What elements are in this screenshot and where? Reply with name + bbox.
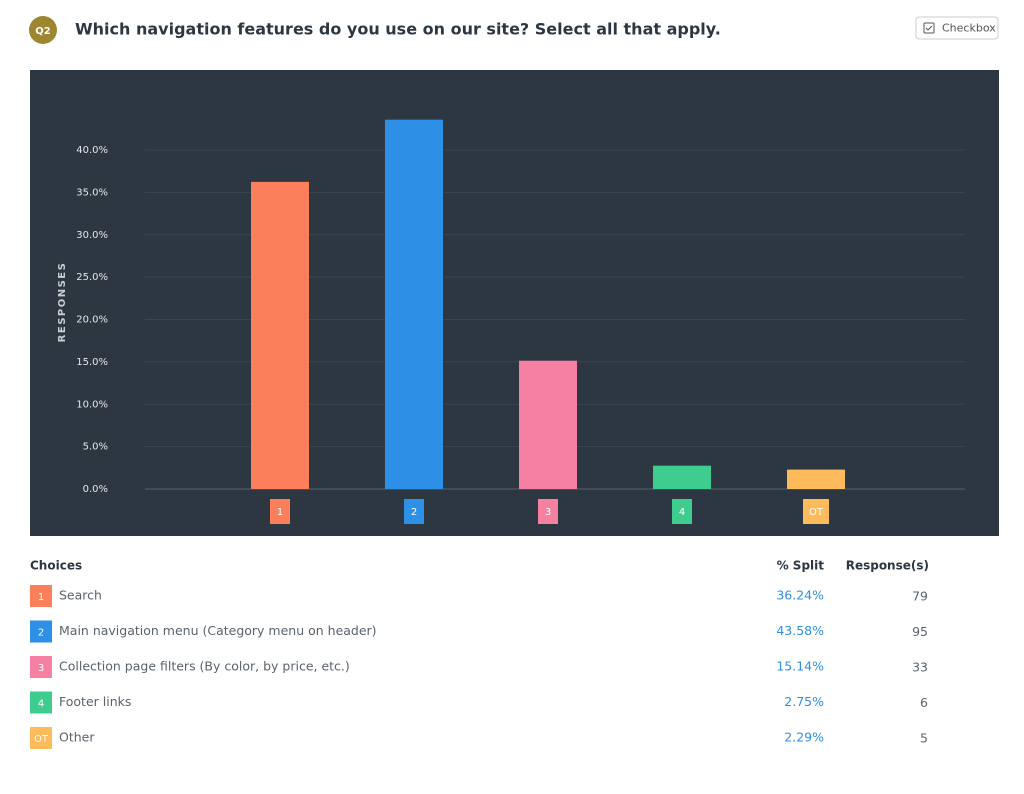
badge-text: Q2 <box>35 26 51 37</box>
category-tag <box>270 499 290 524</box>
y-tick-label: 35.0% <box>76 187 108 198</box>
responses: 5 <box>920 731 928 746</box>
y-tick-label: 25.0% <box>76 272 108 283</box>
y-tick-label: 10.0% <box>76 399 108 410</box>
split: 2.75% <box>784 694 824 709</box>
split: 43.58% <box>776 623 824 638</box>
category-tag <box>672 499 692 524</box>
y-tick-label: 0.0% <box>83 484 108 495</box>
y-tick-label: 30.0% <box>76 230 108 241</box>
split: 15.14% <box>776 659 824 674</box>
y-tick-label: 40.0% <box>76 145 108 156</box>
responses: 79 <box>912 589 928 604</box>
choice-tag <box>30 585 52 607</box>
split: 2.29% <box>784 730 824 745</box>
bar <box>787 469 845 489</box>
table-header: Response(s) <box>846 559 929 573</box>
x-tick-label: 2 <box>411 507 417 518</box>
y-tick-label: 20.0% <box>76 315 108 326</box>
choice-text: Other <box>59 730 95 745</box>
choice-tag <box>30 727 52 749</box>
choice-tag-label: 2 <box>38 628 44 639</box>
type-button[interactable]: Checkbox <box>915 16 999 40</box>
button-label[interactable]: Checkbox <box>942 22 996 35</box>
y-tick-label: 5.0% <box>83 442 108 453</box>
badge <box>29 16 57 44</box>
x-tick-label: OT <box>809 507 824 518</box>
category-tag <box>404 499 424 524</box>
checkbox-icon <box>923 22 935 34</box>
x-tick-label: 4 <box>679 507 685 518</box>
responses: 6 <box>920 695 928 710</box>
responses: 33 <box>912 660 928 675</box>
bar <box>385 119 443 490</box>
choice-tag-label: 1 <box>38 592 44 603</box>
x-tick-label: 1 <box>277 507 283 518</box>
category-tag <box>803 499 829 524</box>
bar <box>519 360 577 489</box>
button-frame[interactable] <box>915 16 999 40</box>
choice-tag <box>30 691 52 714</box>
question: Which navigation features do you use on … <box>75 20 721 39</box>
category-tag <box>538 499 558 524</box>
choice-text: Collection page filters (By color, by pr… <box>59 659 350 674</box>
responses: 95 <box>912 624 928 639</box>
choice-text: Main navigation menu (Category menu on h… <box>59 623 377 638</box>
y-axis-label: RESPONSES <box>57 262 68 343</box>
x-tick-label: 3 <box>545 507 551 518</box>
check-icon <box>925 25 933 31</box>
choice-tag-label: 3 <box>38 663 44 674</box>
table-header: Choices <box>30 559 82 573</box>
table-header: % Split <box>777 559 825 573</box>
bar <box>653 465 711 489</box>
choice-text: Footer links <box>59 694 131 709</box>
choice-tag-label: 4 <box>38 699 44 710</box>
choice-tag <box>30 620 52 643</box>
choice-tag-label: OT <box>34 734 49 745</box>
choice-text: Search <box>59 588 102 603</box>
choice-tag <box>30 656 52 678</box>
bar <box>251 181 309 489</box>
split: 36.24% <box>776 588 824 603</box>
chart-panel <box>30 70 999 536</box>
y-tick-label: 15.0% <box>76 357 108 368</box>
